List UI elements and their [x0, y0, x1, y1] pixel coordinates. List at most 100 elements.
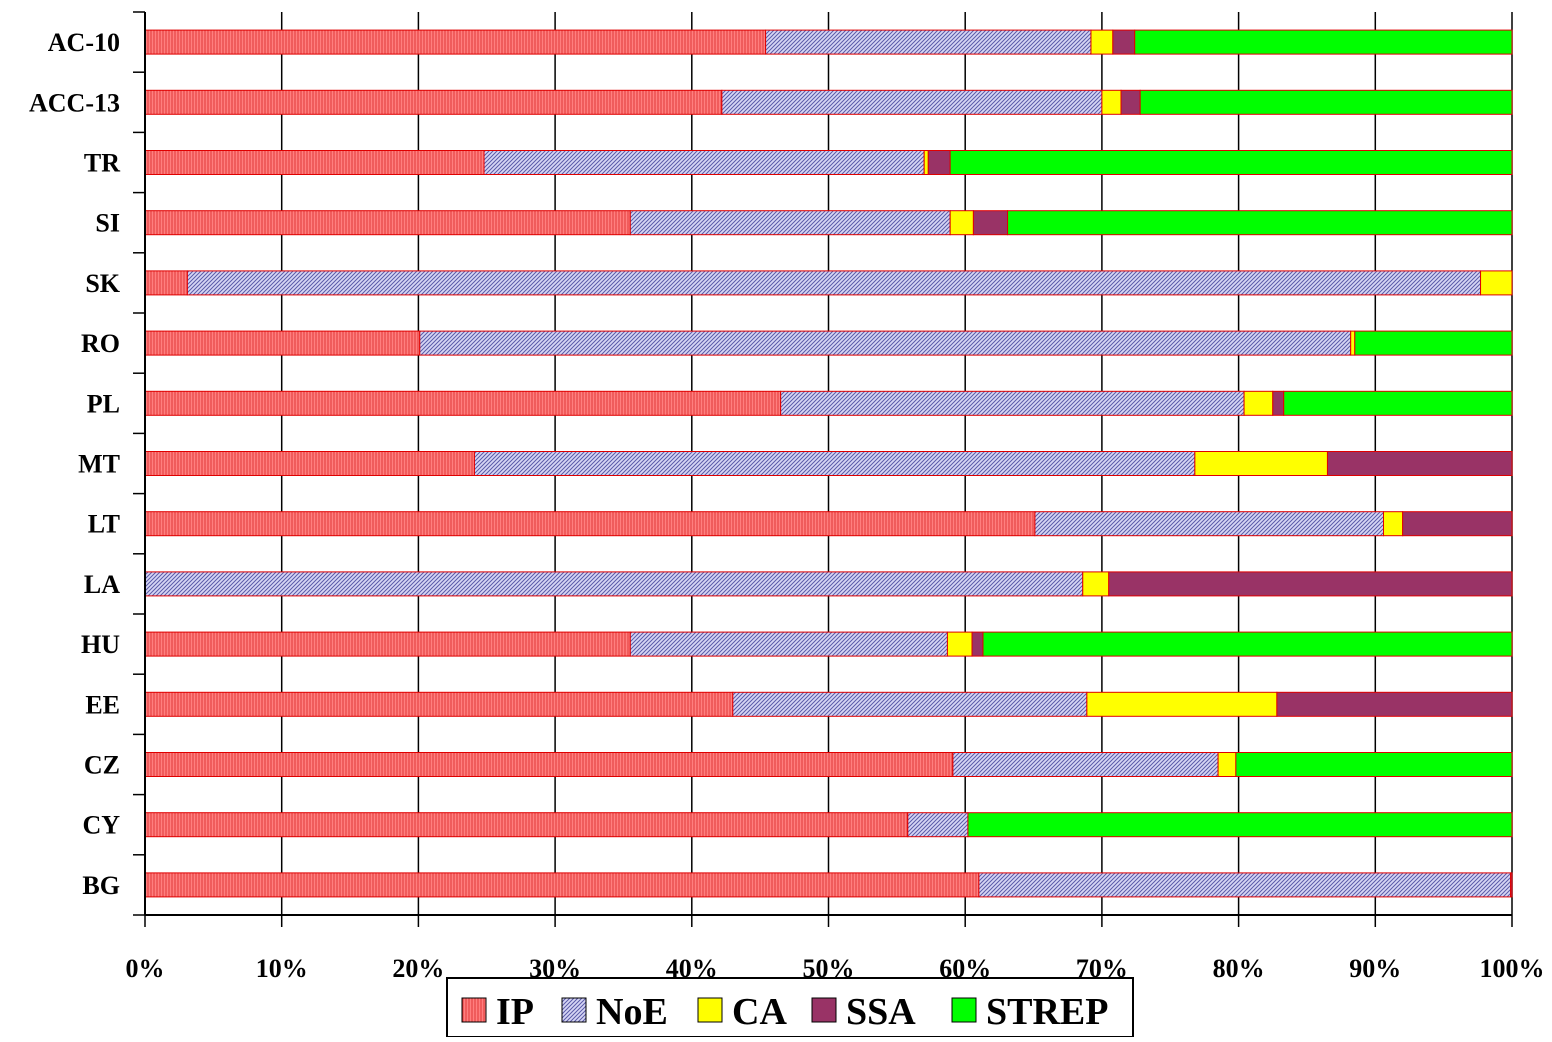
bar-si-ca	[949, 210, 974, 236]
category-label: LA	[84, 570, 120, 599]
bar-acc-13-noe	[721, 89, 1103, 115]
bar-si-strep	[1007, 210, 1513, 236]
category-label: PL	[87, 389, 120, 418]
legend-label-noe: NoE	[596, 991, 668, 1033]
bar-tr-strep	[949, 150, 1513, 175]
bar-acc-13-ssa	[1120, 89, 1141, 115]
axes	[133, 11, 1513, 927]
bar-pl-strep	[1283, 390, 1513, 416]
bar-bg-ssa	[1510, 872, 1513, 898]
category-label: ACC-13	[29, 88, 120, 117]
tick-labels: 0% 10% 20% 30% 40% 50% 60% 70% 80% 90% 100%	[126, 954, 1545, 983]
bar-bg-noe	[978, 872, 1512, 898]
x-tick-label: 90%	[1349, 954, 1401, 983]
legend-box	[446, 977, 1134, 1038]
legend-label-ca: CA	[732, 991, 787, 1033]
bar-la-noe	[144, 571, 1084, 597]
bar-lt-ssa	[1402, 511, 1513, 537]
bar-cz-noe	[952, 752, 1219, 777]
bar-tr-ca	[923, 150, 929, 175]
x-tick-label: 10%	[256, 954, 308, 983]
category-label: AC-10	[48, 28, 120, 57]
bar-tr-ssa	[927, 150, 951, 175]
bar-mt-ip	[144, 451, 475, 476]
bar-hu-ca	[946, 631, 973, 657]
bar-acc-13-strep	[1139, 89, 1513, 115]
bar-ac-10-ip	[144, 29, 767, 55]
bar-ro-strep	[1354, 330, 1513, 356]
bar-mt-noe	[473, 451, 1196, 476]
legend-label-ssa: SSA	[846, 991, 916, 1033]
bar-lt-ip	[144, 511, 1036, 537]
bar-la-ssa	[1108, 571, 1513, 597]
category-label: SK	[85, 269, 120, 298]
bar-ro-noe	[419, 330, 1352, 356]
bar-bg-ip	[144, 872, 980, 898]
legend-swatch-ca	[697, 997, 723, 1023]
bar-lt-noe	[1034, 511, 1385, 537]
legend: IP NoE CA SSA STREP	[446, 977, 1134, 1038]
bar-ac-10-noe	[765, 29, 1092, 55]
bar-cz-ip	[144, 752, 954, 777]
bar-hu-ssa	[971, 631, 984, 657]
bar-ro-ca	[1350, 330, 1356, 356]
bar-sk-ip	[144, 270, 188, 296]
bar-si-ip	[144, 210, 631, 236]
bar-ee-noe	[732, 691, 1088, 717]
bar-cz-strep	[1235, 752, 1513, 777]
category-label: HU	[81, 630, 120, 659]
bar-si-noe	[629, 210, 951, 236]
bar-pl-ca	[1243, 390, 1274, 416]
bar-lt-ca	[1383, 511, 1404, 537]
bar-ee-ip	[144, 691, 734, 717]
legend-swatch-strep	[951, 997, 977, 1023]
bar-tr-ip	[144, 150, 485, 175]
x-tick-label: 20%	[392, 954, 444, 983]
x-tick-label: 0%	[126, 954, 165, 983]
bar-cy-strep	[967, 812, 1513, 838]
bar-ac-10-strep	[1134, 29, 1513, 55]
bar-mt-ssa	[1326, 451, 1513, 476]
category-labels: AC-10 ACC-13 TR SI SK RO PL MT LT LA HU EE CZ CY BG	[29, 28, 121, 900]
bar-si-ssa	[972, 210, 1009, 236]
category-label: BG	[82, 871, 120, 900]
x-tick-label: 100%	[1480, 954, 1545, 983]
bar-ro-ip	[144, 330, 421, 356]
bar-cz-ca	[1217, 752, 1237, 777]
category-label: MT	[78, 450, 120, 479]
bar-sk-ca	[1480, 270, 1513, 296]
bar-mt-ca	[1194, 451, 1328, 476]
bar-pl-ip	[144, 390, 782, 416]
bar-sk-noe	[186, 270, 1482, 296]
bar-ac-10-ssa	[1112, 29, 1136, 55]
category-label: EE	[85, 690, 120, 719]
bar-tr-noe	[483, 150, 925, 175]
legend-swatch-ip	[461, 997, 487, 1023]
x-tick-label: 80%	[1213, 954, 1265, 983]
category-label: CZ	[84, 751, 120, 780]
bar-cy-noe	[907, 812, 969, 838]
legend-swatch-ssa	[811, 997, 837, 1023]
category-label: CY	[82, 811, 120, 840]
bar-la-ca	[1082, 571, 1110, 597]
bar-ee-ssa	[1276, 691, 1513, 717]
bars	[144, 29, 1513, 898]
bar-ee-ca	[1086, 691, 1278, 717]
category-label: SI	[95, 209, 120, 238]
legend-swatch-noe	[561, 997, 587, 1023]
bar-acc-13-ca	[1101, 89, 1122, 115]
bar-cy-ip	[144, 812, 909, 838]
bar-ac-10-ca	[1090, 29, 1114, 55]
bar-pl-noe	[780, 390, 1245, 416]
bar-acc-13-ip	[144, 89, 723, 115]
bar-hu-noe	[629, 631, 948, 657]
bar-hu-ip	[144, 631, 631, 657]
legend-label-strep: STREP	[986, 991, 1108, 1033]
category-label: TR	[84, 149, 120, 178]
bar-pl-ssa	[1272, 390, 1285, 416]
legend-label-ip: IP	[496, 991, 534, 1033]
category-label: LT	[88, 510, 120, 539]
bar-hu-strep	[982, 631, 1513, 657]
